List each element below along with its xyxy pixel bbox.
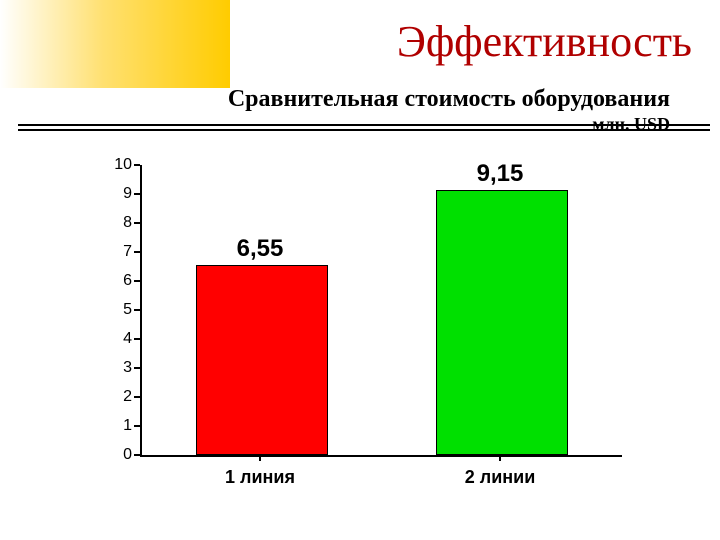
slide-title: Эффективность — [397, 16, 692, 67]
bar-value-label: 9,15 — [477, 160, 524, 188]
y-tick-label: 3 — [80, 359, 140, 377]
y-tick-label: 10 — [80, 156, 140, 174]
header-gradient — [0, 0, 230, 88]
y-tick-label: 0 — [80, 446, 140, 464]
y-tick-mark — [134, 251, 140, 253]
y-tick-mark — [134, 309, 140, 311]
y-tick-mark — [134, 338, 140, 340]
plot-area — [140, 165, 622, 457]
slide: Эффективность Сравнительная стоимость об… — [0, 0, 720, 540]
y-tick-label: 1 — [80, 417, 140, 435]
x-tick-mark — [259, 455, 261, 461]
y-tick-mark — [134, 280, 140, 282]
y-tick-mark — [134, 396, 140, 398]
y-tick-mark — [134, 164, 140, 166]
bar-value-label: 6,55 — [237, 235, 284, 263]
bar — [196, 265, 328, 455]
bar — [436, 190, 568, 455]
y-tick-label: 7 — [80, 243, 140, 261]
chart-subtitle: Сравнительная стоимость оборудования — [228, 86, 670, 113]
y-tick-label: 6 — [80, 272, 140, 290]
x-tick-mark — [499, 455, 501, 461]
y-tick-label: 5 — [80, 301, 140, 319]
y-tick-mark — [134, 222, 140, 224]
x-category-label: 2 линии — [465, 467, 536, 488]
bar-chart: 0 1 2 3 4 5 6 7 8 9 10 6,55 1 линия 9,15 2 линии — [80, 155, 640, 505]
y-tick-mark — [134, 193, 140, 195]
y-tick-mark — [134, 425, 140, 427]
y-tick-label: 4 — [80, 330, 140, 348]
y-tick-label: 2 — [80, 388, 140, 406]
y-tick-label: 9 — [80, 185, 140, 203]
divider-line — [18, 124, 710, 131]
x-category-label: 1 линия — [225, 467, 295, 488]
y-tick-mark — [134, 454, 140, 456]
y-tick-mark — [134, 367, 140, 369]
y-tick-label: 8 — [80, 214, 140, 232]
